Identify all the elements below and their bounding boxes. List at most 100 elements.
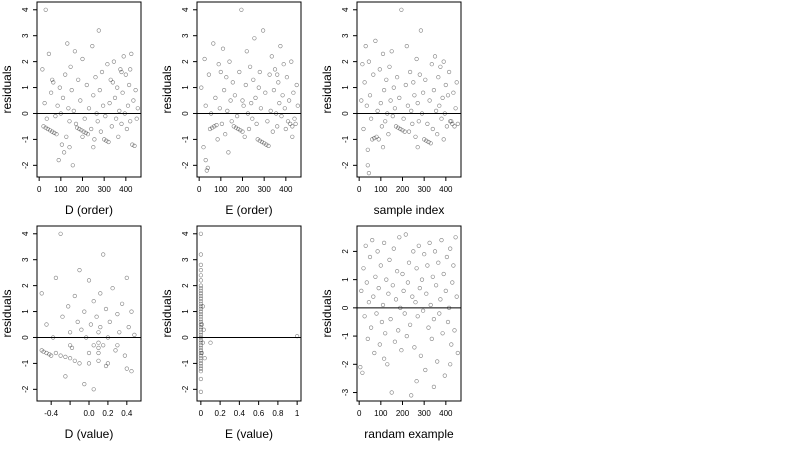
- scatter-point: [96, 345, 101, 351]
- scatter-point: [253, 95, 258, 100]
- scatter-point: [112, 95, 118, 100]
- scatter-point: [362, 314, 367, 319]
- x-tick-label: 0.6: [253, 409, 265, 418]
- scatter-point: [289, 59, 294, 64]
- scatter-point: [259, 139, 265, 145]
- x-tick-label: 300: [417, 185, 431, 194]
- x-tick-label: 0: [37, 185, 42, 194]
- scatter-point: [123, 72, 128, 77]
- scatter-point: [198, 286, 203, 291]
- scatter-point: [46, 51, 52, 57]
- scatter-point: [98, 129, 103, 134]
- scatter-point: [119, 301, 125, 306]
- scatter-point: [67, 119, 72, 124]
- scatter-point: [206, 72, 211, 77]
- scatter-point: [378, 263, 383, 268]
- scatter-point: [198, 312, 203, 317]
- scatter-point: [269, 54, 274, 59]
- scatter-point: [60, 314, 65, 319]
- y-tick-label: -1: [21, 135, 30, 143]
- scatter-point: [91, 299, 96, 304]
- scatter-point: [42, 100, 47, 106]
- scatter-point: [397, 235, 402, 240]
- scatter-point: [423, 367, 428, 373]
- scatter-point: [411, 249, 416, 254]
- x-tick-label: 0: [357, 185, 362, 194]
- scatter-points: [359, 7, 460, 176]
- scatter-point: [364, 280, 369, 285]
- y-tick-label: 4: [181, 7, 190, 12]
- x-tick-label: 400: [439, 409, 453, 418]
- scatter-point: [436, 75, 441, 80]
- scatter-point: [104, 138, 109, 143]
- scatter-point: [214, 122, 219, 128]
- scatter-point: [382, 87, 387, 93]
- scatter-point: [439, 116, 444, 121]
- scatter-point: [235, 113, 240, 119]
- x-axis-label: sample index: [374, 203, 445, 217]
- scatter-point: [86, 350, 92, 356]
- scatter-point: [55, 103, 60, 108]
- scatter-point: [276, 80, 281, 85]
- y-tick-label: -3: [341, 388, 350, 396]
- scatter-point: [444, 254, 450, 260]
- scatter-point: [97, 87, 102, 93]
- scatter-point: [212, 124, 217, 129]
- scatter-point: [70, 163, 75, 168]
- scatter-point: [405, 103, 411, 108]
- scatter-point: [215, 137, 220, 142]
- x-tick-label: 0.2: [102, 409, 114, 418]
- scatter-point: [441, 59, 446, 64]
- scatter-point: [238, 128, 243, 133]
- scatter-point: [121, 54, 126, 59]
- scatter-point: [245, 111, 250, 116]
- scatter-point: [198, 363, 203, 369]
- scatter-point: [431, 317, 437, 322]
- scatter-point: [124, 275, 129, 281]
- x-axis-label: E (order): [225, 203, 272, 217]
- scatter-point: [373, 38, 378, 44]
- scatter-point: [81, 129, 86, 134]
- scatter-point: [198, 366, 203, 371]
- scatter-point: [365, 336, 370, 342]
- scatter-point: [414, 266, 419, 271]
- scatter-point: [424, 291, 429, 296]
- y-tick-label: 2: [21, 283, 30, 288]
- scatter-point: [385, 111, 390, 116]
- scatter-point: [372, 350, 377, 356]
- scatter-point: [398, 305, 403, 311]
- scatter-point: [448, 246, 453, 251]
- scatter-point: [430, 126, 435, 132]
- scatter-point: [203, 103, 208, 108]
- scatter-point: [415, 314, 420, 319]
- y-tick-label: -1: [21, 359, 30, 367]
- scatter-point: [426, 139, 431, 145]
- y-tick-label: -1: [181, 135, 190, 143]
- scatter-point: [198, 325, 203, 330]
- scatter-point: [380, 302, 386, 308]
- plot-panel-1: 0 100 200 300 400 -2 -1 0 1 2 3 4 D (order) residuals: [0, 1, 142, 217]
- y-tick-label: 2: [21, 59, 30, 64]
- y-tick-label: -1: [181, 359, 190, 367]
- scatter-point: [72, 293, 77, 299]
- scatter-point: [67, 343, 73, 348]
- scatter-point: [233, 125, 239, 130]
- scatter-point: [69, 345, 75, 351]
- scatter-point: [443, 288, 448, 294]
- scatter-point: [386, 132, 391, 137]
- scatter-point: [129, 51, 134, 57]
- scatter-point: [202, 56, 207, 62]
- scatter-point: [435, 132, 440, 137]
- y-axis-label: residuals: [160, 289, 174, 337]
- scatter-point: [205, 165, 210, 170]
- scatter-point: [63, 354, 68, 360]
- scatter-point: [201, 145, 206, 150]
- scatter-point: [242, 134, 247, 139]
- scatter-point: [44, 322, 49, 327]
- scatter-point: [454, 80, 459, 85]
- scatter-point: [430, 274, 435, 279]
- scatter-point: [431, 87, 437, 93]
- scatter-point: [437, 311, 442, 316]
- scatter-point: [432, 249, 438, 254]
- x-tick-label: 300: [417, 409, 431, 418]
